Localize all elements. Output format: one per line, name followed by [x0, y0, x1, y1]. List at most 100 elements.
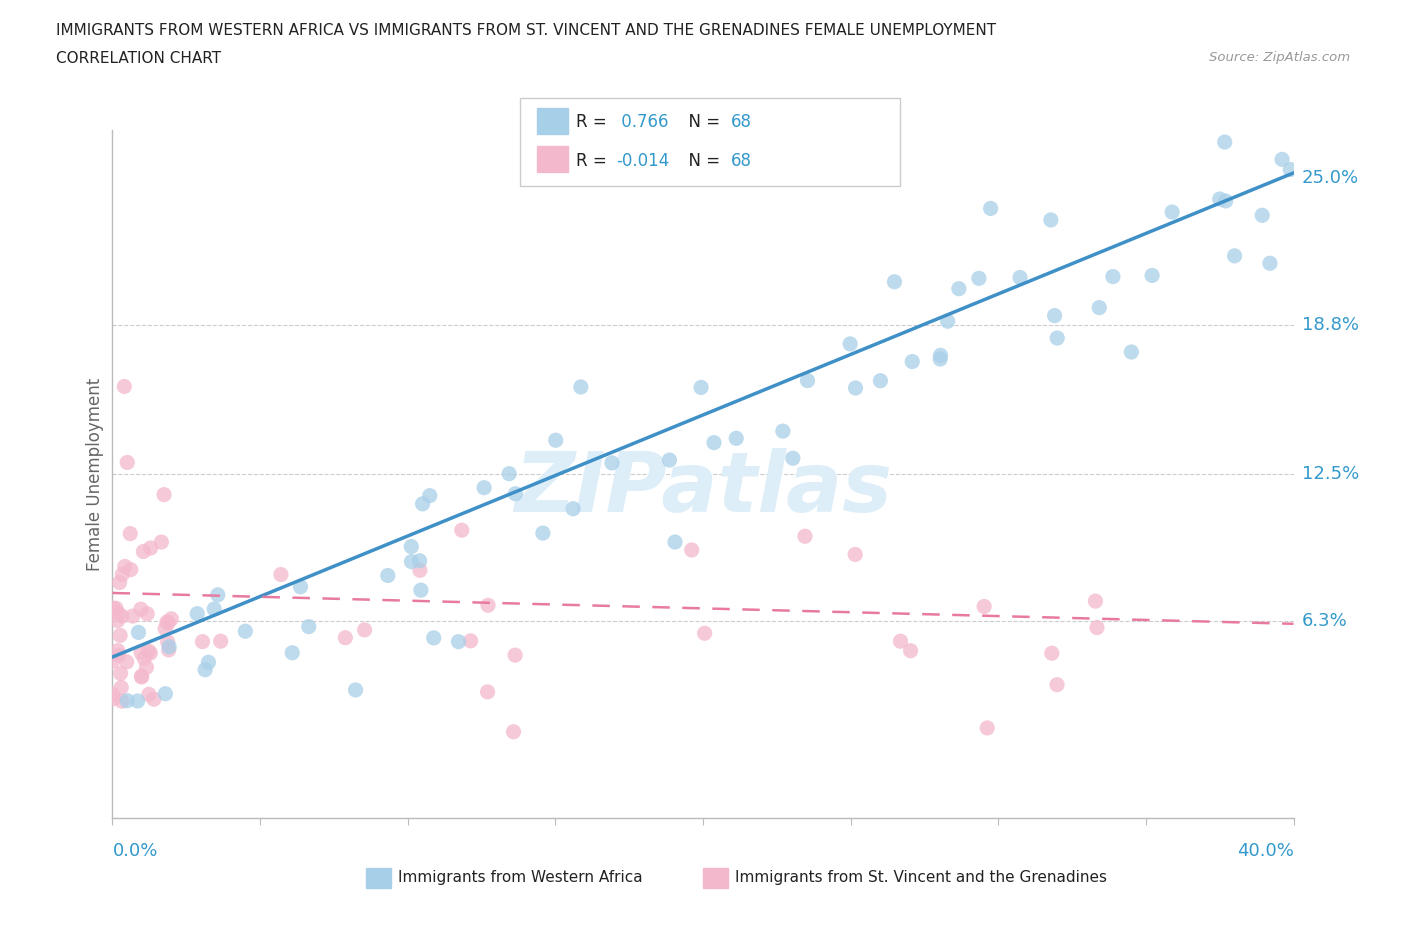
Point [569, 379, 592, 394]
Point [498, 466, 520, 481]
Point [129, 645, 152, 660]
Point [1040, 645, 1063, 660]
Point [419, 488, 441, 503]
Point [503, 647, 526, 662]
Point [108, 628, 131, 643]
Point [117, 693, 139, 708]
Point [973, 599, 995, 614]
Point [138, 644, 160, 658]
Point [967, 271, 990, 286]
Point [725, 431, 748, 445]
Point [929, 348, 952, 363]
Point [202, 602, 225, 617]
Point [107, 613, 129, 628]
Point [120, 563, 142, 578]
Point [157, 643, 180, 658]
Point [1121, 344, 1143, 359]
Text: Immigrants from Western Africa: Immigrants from Western Africa [398, 870, 643, 885]
Point [796, 373, 818, 388]
Point [401, 554, 423, 569]
Point [191, 634, 214, 649]
Text: 68: 68 [731, 113, 752, 131]
Point [1088, 300, 1111, 315]
Point [422, 631, 444, 645]
Point [1208, 192, 1232, 206]
Point [929, 352, 952, 366]
Point [157, 616, 180, 631]
Text: ZIPatlas: ZIPatlas [515, 447, 891, 528]
Point [107, 605, 129, 620]
Point [139, 540, 162, 555]
Point [153, 487, 176, 502]
Point [121, 608, 143, 623]
Point [107, 648, 129, 663]
Point [111, 609, 134, 624]
Text: 0.0%: 0.0% [112, 842, 157, 859]
Point [127, 694, 149, 709]
Text: N =: N = [678, 153, 725, 170]
Point [1084, 593, 1107, 608]
Point [108, 575, 131, 590]
Text: 25.0%: 25.0% [1302, 168, 1360, 187]
Point [447, 634, 470, 649]
Point [129, 602, 152, 617]
Point [120, 526, 142, 541]
Point [693, 626, 716, 641]
Point [298, 619, 321, 634]
Text: 68: 68 [731, 153, 752, 170]
Point [155, 686, 177, 701]
Text: CORRELATION CHART: CORRELATION CHART [56, 51, 221, 66]
Text: 40.0%: 40.0% [1237, 842, 1294, 859]
Point [472, 480, 495, 495]
Point [1258, 256, 1281, 271]
Text: 0.766: 0.766 [616, 113, 668, 131]
Point [477, 684, 499, 699]
Point [233, 624, 256, 639]
Point [794, 529, 817, 544]
Point [703, 435, 725, 450]
Point [460, 633, 482, 648]
Point [980, 201, 1002, 216]
Point [142, 692, 165, 707]
Point [477, 598, 499, 613]
Point [844, 380, 866, 395]
Point [112, 379, 135, 394]
Point [209, 633, 232, 648]
Point [562, 501, 585, 516]
Point [138, 687, 160, 702]
Point [901, 354, 924, 369]
Point [153, 621, 176, 636]
Point [377, 568, 399, 583]
Point [128, 625, 150, 640]
Point [115, 655, 138, 670]
Point [134, 651, 156, 666]
Point [1046, 330, 1069, 345]
Point [883, 274, 905, 289]
Point [1271, 152, 1294, 166]
Point [353, 622, 375, 637]
Point [110, 680, 132, 695]
Text: R =: R = [576, 113, 613, 131]
Point [544, 432, 567, 447]
Point [156, 634, 179, 649]
Point [131, 670, 153, 684]
Point [839, 337, 862, 352]
Point [281, 645, 304, 660]
Point [111, 566, 134, 581]
Point [101, 654, 124, 669]
Point [772, 424, 794, 439]
Point [139, 645, 162, 660]
Point [1085, 620, 1108, 635]
Point [1213, 135, 1236, 150]
Point [976, 721, 998, 736]
Point [117, 455, 138, 470]
Point [1043, 308, 1066, 323]
Point [160, 611, 183, 626]
Point [600, 456, 623, 471]
Point [401, 539, 423, 554]
Point [110, 666, 132, 681]
Point [409, 583, 432, 598]
Point [103, 601, 125, 616]
Point [101, 691, 124, 706]
Point [157, 639, 180, 654]
